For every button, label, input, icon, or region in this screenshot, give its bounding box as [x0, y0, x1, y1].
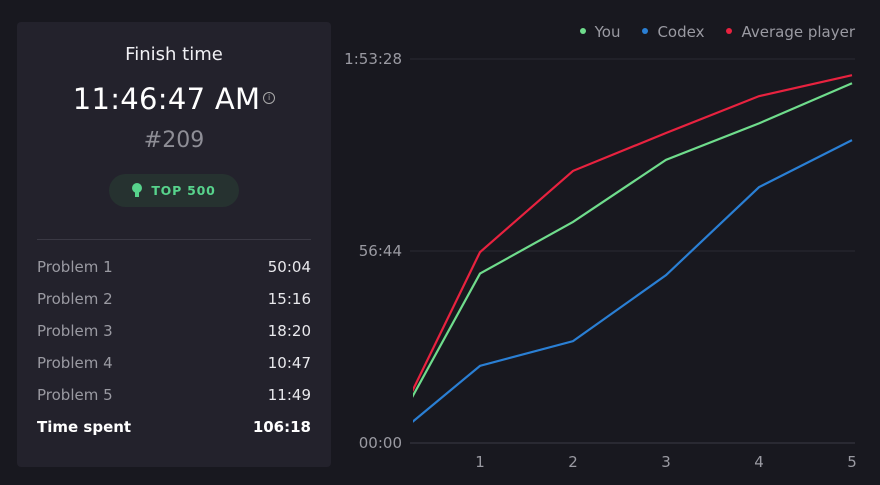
row-value: 11:49 — [267, 386, 311, 404]
row-label: Problem 5 — [37, 386, 113, 404]
legend-dot — [579, 27, 586, 34]
row-value: 50:04 — [267, 258, 311, 276]
badge-label: TOP 500 — [151, 183, 216, 198]
row-label: Problem 2 — [37, 290, 113, 308]
legend-dot — [726, 27, 733, 34]
row-value: 10:47 — [267, 354, 311, 372]
row-value: 18:20 — [267, 322, 311, 340]
total-row: Time spent 106:18 — [37, 418, 311, 450]
legend-label: Codex — [657, 23, 705, 41]
legend-item-you: You — [579, 23, 621, 41]
row-label: Problem 4 — [37, 354, 113, 372]
series-line-average-player — [413, 74, 853, 393]
y-tick-label: 56:44 — [359, 242, 402, 260]
legend-dot — [642, 27, 649, 34]
finish-time: 11:46:47 AM i — [17, 82, 331, 116]
medal-icon — [132, 183, 143, 198]
y-tick-label: 00:00 — [359, 434, 402, 452]
info-circle-icon[interactable]: i — [263, 92, 276, 104]
x-tick-label: 3 — [661, 453, 671, 471]
legend-label: Average player — [741, 23, 855, 41]
row-label: Problem 1 — [37, 258, 113, 276]
finish-summary-card: Finish time 11:46:47 AM i #209 TOP 500 Pr… — [17, 22, 331, 467]
card-title: Finish time — [125, 44, 223, 65]
row-label: Problem 3 — [37, 322, 113, 340]
legend-label: You — [594, 23, 621, 41]
problem-row: Problem 3 18:20 — [37, 322, 311, 354]
problem-row: Problem 1 50:04 — [37, 258, 311, 290]
problem-row: Problem 2 15:16 — [37, 290, 311, 322]
row-value: 15:16 — [267, 290, 311, 308]
series-line-you — [413, 82, 853, 398]
top-badge: TOP 500 — [109, 174, 239, 207]
total-label: Time spent — [37, 418, 132, 436]
x-tick-label: 5 — [847, 453, 857, 471]
legend-item-codex: Codex — [642, 23, 704, 41]
y-tick-label: 1:53:28 — [344, 50, 402, 68]
finish-time-value: 11:46:47 AM — [72, 82, 261, 116]
divider — [37, 239, 311, 240]
total-value: 106:18 — [252, 418, 311, 436]
x-tick-label: 4 — [754, 453, 764, 471]
x-tick-label: 1 — [475, 453, 485, 471]
problem-row: Problem 4 10:47 — [37, 354, 311, 386]
problem-row: Problem 5 11:49 — [37, 386, 311, 418]
rank: #209 — [143, 128, 205, 153]
legend-item-average: Average player — [726, 23, 855, 41]
problem-times: Problem 1 50:04 Problem 2 15:16 Problem 3 1… — [37, 258, 311, 450]
series-line-codex — [413, 139, 853, 423]
chart-legend: You Codex Average player — [579, 23, 855, 41]
x-tick-label: 2 — [568, 453, 578, 471]
